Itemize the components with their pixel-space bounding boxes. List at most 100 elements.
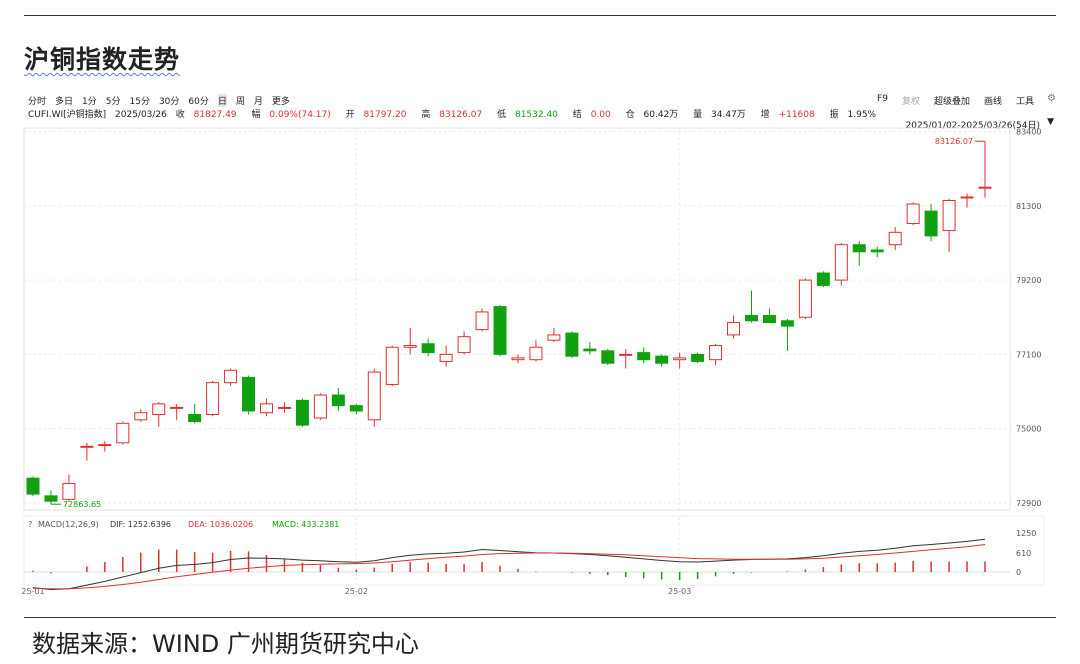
candle-body <box>583 348 597 352</box>
candle-body <box>870 249 884 253</box>
change-label: 幅 <box>251 110 261 120</box>
overlay-button[interactable]: 超级叠加 <box>933 97 970 107</box>
toolbar-item[interactable]: 15分 <box>129 97 150 107</box>
settle-label: 结 <box>572 110 582 120</box>
candle-body <box>26 477 40 495</box>
candle-body <box>691 353 705 362</box>
candle-body <box>277 406 291 409</box>
inc-label: 增 <box>760 110 770 120</box>
price-tick-label: 77100 <box>1016 350 1041 359</box>
open-value: 81797.20 <box>363 110 407 120</box>
date-range-label[interactable]: 2025/01/02-2025/03/26(54日) <box>905 121 1040 131</box>
vol-value: 34.47万 <box>711 110 746 120</box>
candle-body <box>637 352 651 361</box>
candle-body <box>798 279 812 318</box>
min-annotation: 72863.65 <box>63 500 101 509</box>
toolbar-item[interactable]: 30分 <box>158 97 180 107</box>
adjust-button[interactable]: 复权 <box>901 97 920 107</box>
macd-name: MACD(12,26,9) <box>38 520 99 529</box>
candle-body <box>816 272 830 286</box>
candle-body <box>511 357 525 361</box>
candle-body <box>619 353 633 356</box>
date-tick-label: 25-02 <box>345 587 368 596</box>
close-value: 81827.49 <box>193 110 237 120</box>
toolbar-item[interactable]: 1分 <box>82 97 97 107</box>
candle-body <box>888 231 902 246</box>
toolbar-item[interactable]: 分时 <box>28 97 47 107</box>
date-tick-label: 25-03 <box>668 587 691 596</box>
candle-body <box>547 334 561 341</box>
candle-body <box>960 196 974 199</box>
candle-body <box>834 244 848 281</box>
toolbar-item-active[interactable]: 日 <box>217 94 227 107</box>
top-rule <box>24 15 1056 16</box>
candle-body <box>403 345 417 348</box>
draw-button[interactable]: 画线 <box>983 97 1002 107</box>
toolbar-item[interactable]: 60分 <box>188 97 209 107</box>
max-annotation: 83126.07 <box>935 137 973 146</box>
toolbar-item[interactable]: 周 <box>235 97 245 107</box>
period-toolbar: 分时 多日 1分 5分 15分 30分 60分 日 周 月 更多 <box>28 94 290 107</box>
candle-body <box>295 399 309 426</box>
candle-body <box>762 314 776 324</box>
candle-body <box>385 346 399 385</box>
price-tick-label: 79200 <box>1016 276 1041 285</box>
candle-body <box>727 322 741 336</box>
oi-label: 仓 <box>625 110 635 120</box>
date-tick-label: 25-01 <box>21 587 44 596</box>
inc-value: +11608 <box>778 110 815 120</box>
page-title: 沪铜指数走势 <box>24 45 181 74</box>
toolbar-item[interactable]: 更多 <box>271 97 290 107</box>
date-label: 2025/03/26 <box>115 110 167 120</box>
candle-body <box>493 306 507 355</box>
macd-tick-label: 610 <box>1016 549 1031 558</box>
candle-body <box>331 394 345 407</box>
amp-label: 振 <box>829 110 839 120</box>
symbol-label: CUFI.WI[沪铜指数] <box>28 110 107 120</box>
toolbar-item[interactable]: 5分 <box>105 97 121 107</box>
candle-body <box>852 244 866 253</box>
candle-body <box>780 320 794 327</box>
candle-body <box>116 422 130 444</box>
candle-body <box>62 482 76 500</box>
amp-value: 1.95% <box>847 110 877 120</box>
candle-body <box>44 495 58 502</box>
tools-button[interactable]: 工具 <box>1015 97 1034 107</box>
dropdown-icon[interactable]: ▼ <box>1047 117 1054 127</box>
source-note: 数据来源：WIND 广州期货研究中心 <box>32 630 419 658</box>
price-tick-label: 75000 <box>1016 425 1041 434</box>
candle-body <box>349 405 363 412</box>
price-tick-label: 83400 <box>1016 128 1041 137</box>
high-value: 83126.07 <box>439 110 483 120</box>
candle-body <box>313 394 327 419</box>
price-tick-label: 72900 <box>1016 499 1041 508</box>
candle-body <box>206 382 220 415</box>
candle-body <box>655 355 669 364</box>
low-value: 81532.40 <box>514 110 558 120</box>
candle-body <box>260 403 274 414</box>
toolbar-item[interactable]: 多日 <box>55 97 74 107</box>
bottom-rule <box>24 617 1056 618</box>
candle-body <box>942 200 956 232</box>
candle-body <box>601 350 615 364</box>
candle-body <box>709 345 723 361</box>
candle-body <box>924 210 938 237</box>
candle-body <box>188 414 202 423</box>
candle-body <box>98 444 112 447</box>
low-label: 低 <box>497 110 507 120</box>
candle-body <box>565 332 579 357</box>
settings-icon[interactable]: ⚙ <box>1047 93 1056 104</box>
candle-body <box>224 369 238 384</box>
right-toolbar: F9 复权 超级叠加 画线 工具 <box>877 94 1034 107</box>
f9-button[interactable]: F9 <box>877 94 888 104</box>
toolbar-item[interactable]: 月 <box>253 97 263 107</box>
macd-tick-label: 1250 <box>1016 529 1036 538</box>
oi-value: 60.42万 <box>643 110 679 120</box>
candle-body <box>152 403 166 415</box>
dea-line <box>32 544 986 590</box>
candle-body <box>673 357 687 361</box>
price-tick-label: 81300 <box>1016 202 1041 211</box>
candle-body <box>170 406 184 409</box>
candle-body <box>439 353 453 362</box>
